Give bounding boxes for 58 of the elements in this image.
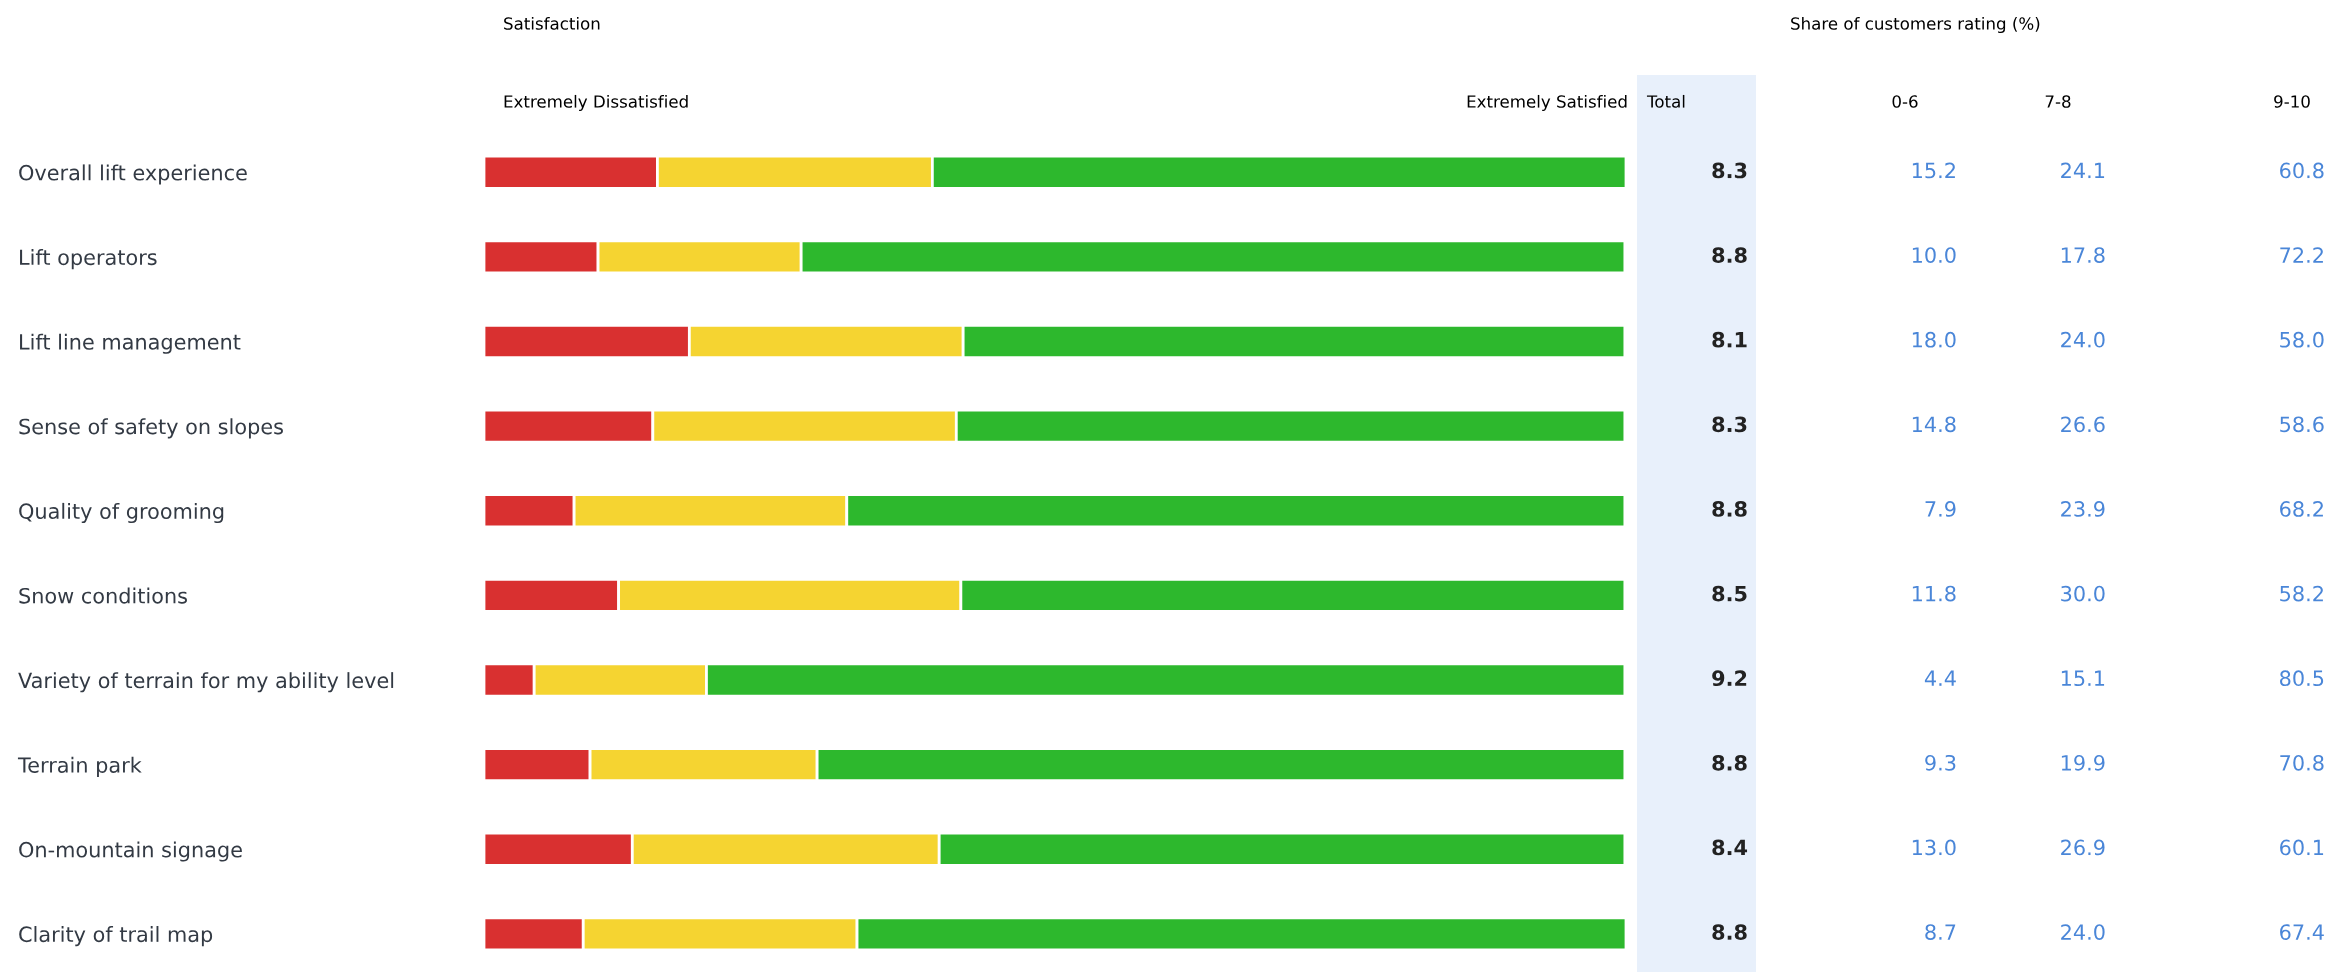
text: 7-8 bbox=[2045, 95, 2071, 108]
data-label: 10.0 bbox=[1912, 247, 1956, 263]
data-label: 15.1 bbox=[2061, 670, 2105, 687]
data-label: 60.8 bbox=[2280, 162, 2324, 179]
text: 8.4 bbox=[1712, 839, 1748, 856]
data-label: 26.9 bbox=[2061, 839, 2105, 856]
y-tick-label: Sense of safety on slopes bbox=[19, 418, 283, 439]
text: 8.1 bbox=[1712, 331, 1747, 348]
text: 8.8 bbox=[1712, 754, 1747, 771]
text: 0-6 bbox=[1892, 95, 1918, 108]
y-tick-label: Variety of terrain for my ability level bbox=[18, 672, 394, 693]
data-label: 58.6 bbox=[2280, 416, 2324, 433]
text: 8.8 bbox=[1712, 924, 1747, 940]
data-label: 24.0 bbox=[2061, 924, 2105, 940]
y-tick-label: Clarity of trail map bbox=[19, 926, 213, 947]
data-label: 8.7 bbox=[1925, 924, 1956, 940]
data-label: 58.0 bbox=[2280, 331, 2324, 348]
data-label: 26.6 bbox=[2061, 416, 2105, 433]
data-label: 72.2 bbox=[2280, 247, 2323, 263]
data-label: 18.0 bbox=[1912, 331, 1956, 348]
text: Extremely Dissatisfied bbox=[504, 94, 688, 112]
text: 9-10 bbox=[2274, 95, 2310, 108]
data-label: 68.2 bbox=[2280, 501, 2323, 517]
legend-title: Share of customers rating (%) bbox=[1791, 16, 2040, 34]
text: 8.8 bbox=[1712, 247, 1747, 263]
y-tick-label: On-mountain signage bbox=[19, 841, 242, 862]
data-label: 15.2 bbox=[1912, 162, 1955, 179]
data-label: 4.4 bbox=[1924, 670, 1956, 686]
y-tick-label: Quality of grooming bbox=[19, 502, 224, 524]
data-label: 60.1 bbox=[2280, 839, 2324, 856]
data-label: 24.0 bbox=[2061, 331, 2105, 348]
y-tick-label: Terrain park bbox=[17, 756, 142, 777]
data-label: 7.9 bbox=[1925, 501, 1956, 517]
data-label: 70.8 bbox=[2280, 754, 2324, 771]
text: 9.2 bbox=[1712, 670, 1747, 687]
text: 8.3 bbox=[1712, 416, 1747, 433]
chart-title: Satisfaction bbox=[504, 16, 600, 30]
y-tick-label: Lift line management bbox=[20, 333, 241, 354]
data-label: 58.2 bbox=[2280, 585, 2323, 602]
text: 8.5 bbox=[1712, 585, 1747, 602]
data-label: 17.8 bbox=[2061, 247, 2105, 263]
y-tick-label: Overall lift experience bbox=[19, 164, 247, 185]
data-label: 24.1 bbox=[2061, 162, 2105, 179]
data-label: 30.0 bbox=[2061, 585, 2105, 602]
text: Total bbox=[1646, 94, 1685, 108]
text: 8.3 bbox=[1712, 162, 1747, 179]
data-label: 14.8 bbox=[1912, 416, 1956, 433]
data-label: 19.9 bbox=[2061, 754, 2105, 771]
text: 8.8 bbox=[1712, 501, 1747, 517]
data-label: 13.0 bbox=[1912, 839, 1956, 856]
data-label: 11.8 bbox=[1912, 585, 1956, 602]
text: Extremely Satisfied bbox=[1467, 94, 1627, 112]
data-label: 80.5 bbox=[2280, 670, 2324, 687]
data-label: 23.9 bbox=[2061, 501, 2105, 517]
y-tick-label: Snow conditions bbox=[19, 587, 187, 604]
data-label: 67.4 bbox=[2280, 924, 2324, 940]
data-label: 9.3 bbox=[1925, 754, 1956, 771]
y-tick-label: Lift operators bbox=[20, 249, 157, 270]
